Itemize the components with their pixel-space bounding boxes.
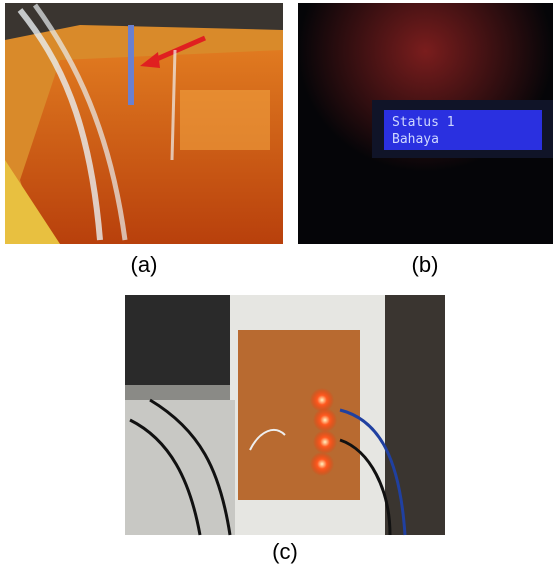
photo-c bbox=[125, 295, 445, 535]
lcd-line: Bahaya bbox=[392, 132, 439, 147]
caption: (b) bbox=[412, 252, 439, 277]
figure: Status 1 Bahaya (a) (b) (c) bbox=[0, 0, 556, 567]
photo-a bbox=[5, 3, 283, 244]
lcd-line: Status 1 bbox=[392, 115, 455, 130]
caption: (a) bbox=[131, 252, 158, 277]
photo-b: Status 1 Bahaya bbox=[298, 3, 553, 244]
caption: (c) bbox=[272, 539, 298, 564]
